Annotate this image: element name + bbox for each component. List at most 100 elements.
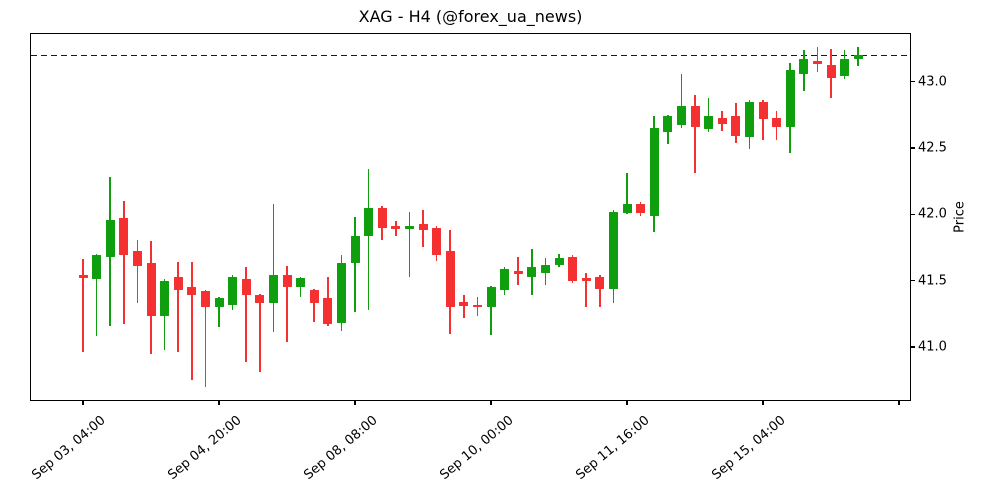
candle-body-down xyxy=(459,301,469,306)
candle-wick-down xyxy=(463,295,465,318)
x-tick-label: Sep 04, 20:00 xyxy=(165,413,245,483)
y-tick-label: 41.0 xyxy=(918,339,947,355)
x-tick-mark xyxy=(354,401,356,405)
y-tick-label: 43.0 xyxy=(918,74,947,90)
candle-body-up xyxy=(608,211,618,289)
x-tick-label: Sep 15, 04:00 xyxy=(709,413,789,483)
candle-wick-down xyxy=(762,100,764,141)
candle-body-down xyxy=(282,275,292,288)
candle-body-up xyxy=(228,276,238,305)
plot-area xyxy=(30,33,911,401)
candle-body-up xyxy=(486,287,496,308)
candle-body-down xyxy=(78,275,88,278)
candle-body-down xyxy=(717,117,727,125)
candle-body-up xyxy=(336,263,346,324)
candle-wick-down xyxy=(123,201,125,325)
candle-body-down xyxy=(731,116,741,137)
candle-wick-down xyxy=(517,256,519,285)
candle-body-down xyxy=(513,271,523,274)
chart-title: XAG - H4 (@forex_ua_news) xyxy=(358,7,583,26)
candle-body-down xyxy=(772,117,782,127)
candle-body-down xyxy=(758,101,768,119)
candle-wick-up xyxy=(95,254,98,337)
candle-body-up xyxy=(160,280,170,317)
candle-wick-up xyxy=(408,211,411,277)
candle-body-up xyxy=(268,275,278,304)
candle-body-down xyxy=(187,287,197,296)
candle-body-up xyxy=(785,69,795,127)
candle-body-up xyxy=(500,268,510,290)
candle-body-down xyxy=(200,291,210,308)
y-tick-mark xyxy=(911,81,915,83)
candle-body-up xyxy=(296,278,306,288)
y-tick-mark xyxy=(911,280,915,282)
candle-body-up xyxy=(105,219,115,257)
candle-wick-up xyxy=(626,173,628,215)
candle-wick-up xyxy=(680,73,683,129)
candle-wick-down xyxy=(245,267,247,362)
y-tick-mark xyxy=(911,213,915,215)
y-tick-label: 41.5 xyxy=(918,273,947,289)
candle-body-down xyxy=(826,64,836,78)
candle-body-down xyxy=(432,227,442,256)
candle-body-up xyxy=(704,116,714,130)
candle-body-up xyxy=(744,101,754,138)
candle-body-down xyxy=(472,304,482,308)
candle-wick-down xyxy=(177,262,179,353)
candle-wick-up xyxy=(490,285,492,336)
candle-wick-down xyxy=(286,266,288,342)
candle-body-down xyxy=(132,251,142,267)
candle-body-down xyxy=(391,226,401,229)
candle-wick-down xyxy=(204,289,207,387)
candle-wick-down xyxy=(599,275,601,308)
y-axis-label: Price xyxy=(952,201,968,233)
candle-body-down xyxy=(241,279,251,296)
candle-wick-down xyxy=(136,239,139,304)
candle-body-up xyxy=(663,116,673,133)
candle-body-down xyxy=(309,289,319,304)
y-tick-mark xyxy=(911,147,915,149)
x-tick-label: Sep 03, 04:00 xyxy=(29,413,109,483)
candle-body-up xyxy=(622,203,632,214)
x-tick-mark xyxy=(218,401,220,405)
candle-body-up xyxy=(404,226,414,229)
candle-body-up xyxy=(799,59,809,74)
candle-body-down xyxy=(119,218,129,256)
candle-body-down xyxy=(636,203,646,214)
candle-body-down xyxy=(173,276,183,290)
candle-body-down xyxy=(568,256,578,281)
candle-body-down xyxy=(445,251,455,308)
candle-body-up xyxy=(527,267,537,277)
candle-body-up xyxy=(350,235,360,264)
x-tick-label: Sep 08, 08:00 xyxy=(301,413,381,483)
candle-wick-down xyxy=(259,293,261,373)
candle-body-down xyxy=(255,295,265,304)
candle-body-up xyxy=(92,255,102,280)
candle-body-down xyxy=(812,60,822,65)
candle-wick-up xyxy=(707,97,710,133)
candle-body-up xyxy=(364,207,374,236)
candle-wick-down xyxy=(82,259,84,353)
y-tick-mark xyxy=(911,346,915,348)
candle-body-down xyxy=(581,278,591,281)
x-tick-mark xyxy=(82,401,84,405)
y-tick-label: 42.5 xyxy=(918,140,947,156)
candle-body-up xyxy=(853,55,863,60)
candle-body-up xyxy=(649,128,659,216)
candle-wick-down xyxy=(585,272,587,308)
x-tick-mark xyxy=(898,401,900,405)
candle-body-down xyxy=(595,276,605,289)
candle-body-down xyxy=(377,207,387,228)
x-tick-label: Sep 10, 00:00 xyxy=(437,413,517,483)
x-tick-label: Sep 11, 16:00 xyxy=(573,413,653,483)
candle-body-down xyxy=(418,223,428,231)
candle-body-down xyxy=(323,297,333,325)
candle-body-up xyxy=(554,258,564,265)
candle-wick-down xyxy=(191,262,193,381)
candle-body-up xyxy=(676,105,686,126)
candle-body-down xyxy=(690,105,700,127)
candle-wick-up xyxy=(218,296,220,328)
x-tick-mark xyxy=(626,401,628,405)
candle-body-up xyxy=(540,264,550,273)
